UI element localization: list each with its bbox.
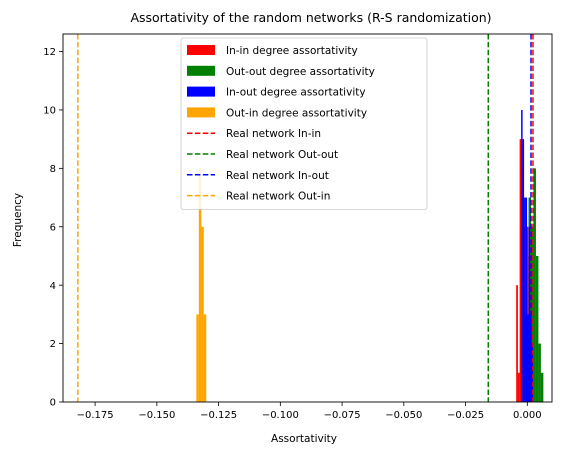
legend-item-out-in-degree-assortativity: Out-in degree assortativity (187, 107, 367, 119)
series-out-in-degree-assortativity (196, 168, 207, 402)
x-tick-label: −0.175 (77, 410, 114, 421)
legend-box (180, 37, 428, 210)
bar (527, 314, 529, 402)
bar (524, 197, 526, 402)
legend-label: Out-in degree assortativity (226, 107, 367, 119)
x-tick-label: −0.050 (385, 410, 422, 421)
legend-swatch (187, 45, 215, 55)
legend-label: Real network In-out (226, 170, 329, 182)
bar (540, 372, 544, 402)
bar (519, 139, 522, 402)
x-tick-label: −0.125 (200, 410, 237, 421)
legend-label: In-in degree assortativity (226, 45, 358, 57)
legend-label: Real network In-in (226, 128, 321, 140)
legend-swatch (187, 86, 215, 97)
y-tick-label: 10 (43, 106, 56, 117)
x-axis: −0.175 −0.150 −0.125 −0.100 −0.075 −0.050 −0.0… (77, 402, 542, 421)
legend-item-in-out-degree-assortativity: In-out degree assortativity (187, 86, 366, 99)
legend-label: Real network Out-out (226, 149, 338, 161)
bar (517, 372, 520, 402)
bar (535, 255, 539, 402)
bar (525, 197, 528, 402)
bar (522, 139, 525, 402)
legend-item-out-out-degree-assortativity: Out-out degree assortativity (187, 65, 375, 78)
legend-item-real-network-out-in: Real network Out-in (187, 191, 330, 203)
legend-label: In-out degree assortativity (226, 87, 366, 99)
reference-lines (77, 34, 534, 402)
histogram-bars (196, 109, 544, 402)
y-tick-label: 6 (50, 222, 56, 233)
bar (538, 343, 541, 402)
chart-title: Assortativity of the random networks (R-… (130, 10, 491, 25)
bar (198, 168, 202, 402)
legend-item-real-network-out-out: Real network Out-out (187, 149, 338, 161)
x-axis-label: Assortativity (271, 433, 337, 445)
bar (528, 226, 531, 402)
bar (516, 285, 518, 402)
x-tick-label: −0.075 (324, 410, 361, 421)
bar (533, 168, 536, 402)
y-tick-label: 4 (50, 281, 56, 292)
bar (531, 343, 533, 402)
x-tick-label: −0.100 (262, 410, 299, 421)
y-tick-label: 12 (43, 47, 56, 58)
y-tick-label: 8 (50, 164, 56, 175)
bar (196, 314, 199, 402)
legend: In-in degree assortativity Out-out degree… (180, 37, 428, 210)
legend-item-real-network-in-out: Real network In-out (187, 170, 329, 182)
y-axis: 0 2 4 6 8 10 12 (43, 47, 63, 409)
legend-swatch (187, 65, 215, 76)
x-tick-label: 0.000 (513, 410, 542, 421)
y-axis-label: Frequency (12, 193, 24, 247)
legend-label: Out-out degree assortativity (226, 66, 375, 78)
bar (203, 314, 207, 402)
legend-label: Real network Out-in (226, 191, 330, 203)
legend-item-in-in-degree-assortativity: In-in degree assortativity (187, 45, 358, 57)
y-tick-label: 2 (50, 339, 56, 350)
legend-item-real-network-in-in: Real network In-in (187, 128, 321, 140)
bar (201, 226, 204, 402)
y-tick-label: 0 (50, 398, 56, 409)
plot-frame (62, 33, 553, 403)
legend-swatch (187, 107, 215, 118)
x-tick-label: −0.025 (447, 410, 484, 421)
bar (521, 109, 523, 402)
x-tick-label: −0.150 (138, 410, 175, 421)
